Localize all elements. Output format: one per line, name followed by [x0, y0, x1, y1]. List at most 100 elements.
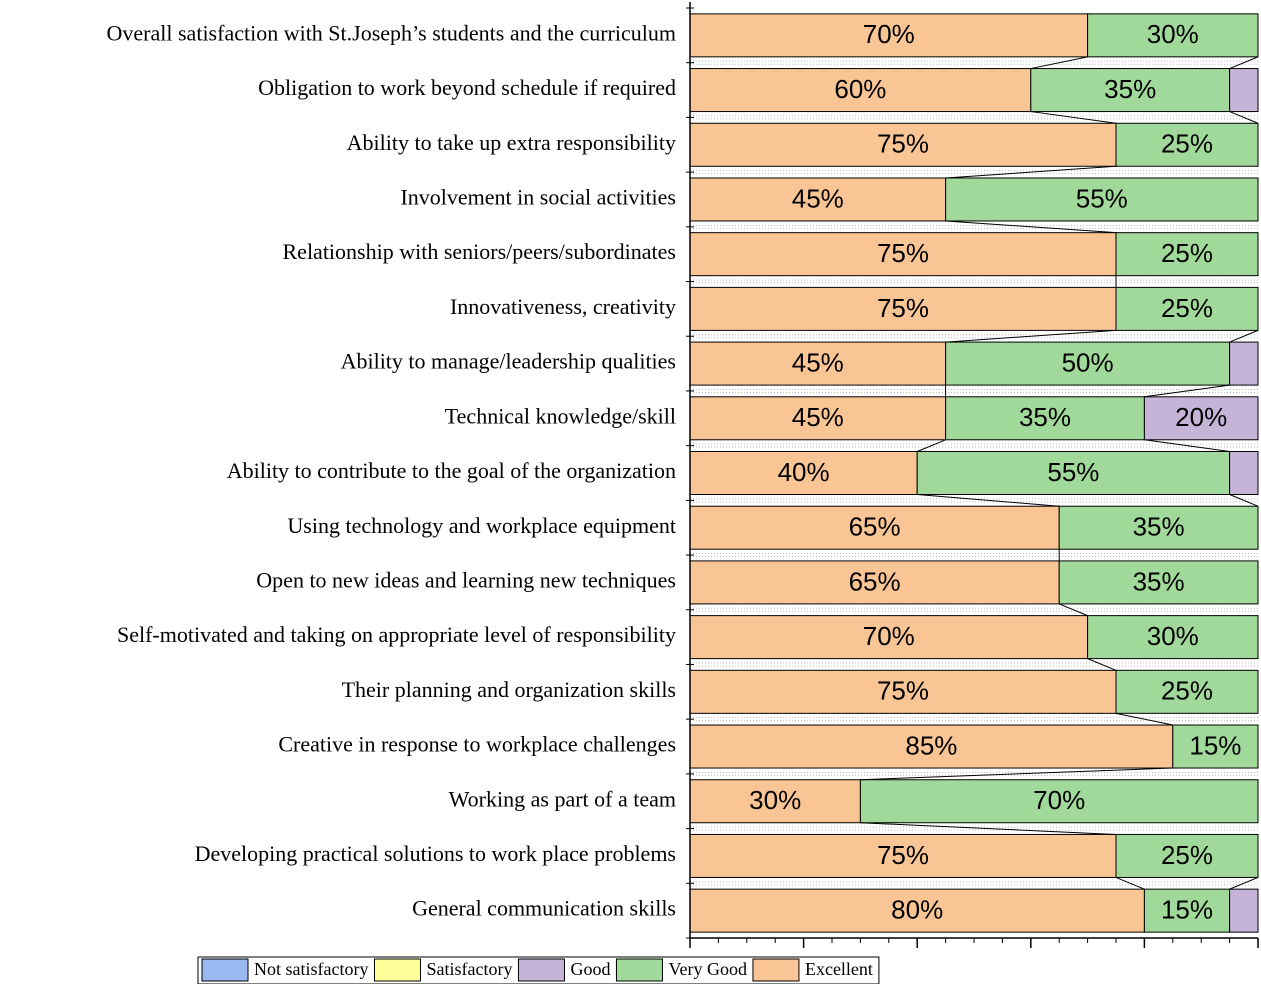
category-label: Their planning and organization skills: [342, 677, 676, 702]
bar-segment: [689, 505, 1060, 550]
category-label: Involvement in social activities: [400, 185, 676, 210]
bar-segment: [859, 779, 1259, 824]
bar-segment: [945, 341, 1231, 386]
series-line: [1229, 111, 1259, 124]
value-label: 70%: [1033, 785, 1085, 815]
category-label: Ability to take up extra responsibility: [347, 130, 676, 155]
legend-label: Satisfactory: [426, 959, 512, 979]
series-line: [1030, 111, 1117, 124]
bar-segment: [1115, 122, 1259, 167]
category-label: Relationship with seniors/peers/subordin…: [283, 239, 677, 264]
series-line: [917, 494, 1060, 507]
value-label: 15%: [1189, 730, 1241, 760]
bar-segment: [689, 560, 1060, 605]
series-line: [1115, 712, 1173, 726]
bar-segment: [1087, 615, 1259, 660]
value-label: 65%: [849, 566, 901, 596]
bar-segment: [1115, 669, 1259, 714]
legend-swatch: [615, 958, 663, 982]
category-label: Open to new ideas and learning new techn…: [256, 567, 676, 592]
value-label: 25%: [1161, 293, 1213, 323]
value-label: 20%: [1175, 402, 1227, 432]
series-line: [917, 439, 946, 452]
value-label: 75%: [877, 676, 929, 706]
value-label: 25%: [1161, 238, 1213, 268]
category-label: Overall satisfaction with St.Joseph’s st…: [107, 20, 676, 45]
value-label: 45%: [792, 183, 844, 213]
category-label: Ability to manage/leadership qualities: [341, 349, 676, 374]
value-label: 75%: [877, 238, 929, 268]
value-label: 35%: [1133, 566, 1185, 596]
legend-label: Excellent: [805, 959, 873, 979]
category-label: Ability to contribute to the goal of the…: [227, 458, 676, 483]
series-line: [945, 220, 1117, 234]
bar-segment: [1087, 13, 1259, 58]
legend: Not satisfactory Satisfactory Good Very Goo…: [197, 956, 880, 984]
bar-segment: [1229, 888, 1259, 933]
value-label: 80%: [891, 895, 943, 925]
category-label: Obligation to work beyond schedule if re…: [258, 75, 676, 100]
category-label: Creative in response to workplace challe…: [278, 732, 676, 757]
series-line: [1229, 329, 1259, 343]
series-line: [1115, 876, 1145, 890]
value-label: 85%: [905, 730, 957, 760]
bar-segment: [689, 341, 947, 386]
bar-segment: [916, 451, 1231, 495]
bar-segment: [689, 177, 947, 222]
bar-segment: [1058, 505, 1259, 550]
bar-segment: [1143, 888, 1231, 933]
series-line: [1059, 603, 1088, 617]
legend-label: Not satisfactory: [254, 959, 368, 979]
value-label: 75%: [877, 840, 929, 870]
legend-swatch: [373, 958, 421, 982]
bar-segment: [1115, 232, 1259, 277]
value-label: 40%: [778, 457, 830, 487]
value-label: 55%: [1047, 457, 1099, 487]
bar-segment: [1058, 560, 1259, 605]
value-label: 45%: [792, 402, 844, 432]
bar-segment: [945, 396, 1145, 441]
value-label: 75%: [877, 129, 929, 159]
series-line: [1144, 384, 1230, 398]
value-label: 70%: [863, 19, 915, 49]
value-label: 70%: [863, 621, 915, 651]
bar-segment: [945, 177, 1259, 222]
bar-segment: [1115, 833, 1259, 878]
legend-label: Very Good: [668, 959, 747, 979]
value-label: 35%: [1019, 402, 1071, 432]
value-label: 30%: [1147, 19, 1199, 49]
bar-segment: [689, 122, 1117, 167]
value-label: 50%: [1062, 347, 1114, 377]
series-line: [860, 767, 1173, 781]
bar-segment: [1030, 68, 1231, 113]
bar-segment: [689, 724, 1174, 769]
bar-segment: [1143, 396, 1259, 441]
category-label: Working as part of a team: [449, 786, 676, 811]
value-label: 15%: [1161, 895, 1213, 925]
series-line: [1030, 56, 1088, 70]
value-label: 75%: [877, 293, 929, 323]
value-label: 25%: [1161, 840, 1213, 870]
bar-segment: [1229, 68, 1259, 113]
series-line: [860, 822, 1117, 835]
legend-label: Good: [570, 959, 610, 979]
legend-swatch: [517, 958, 565, 982]
value-label: 30%: [1147, 621, 1199, 651]
bar-segment: [1229, 341, 1259, 386]
value-label: 55%: [1076, 183, 1128, 213]
legend-swatch: [201, 958, 249, 982]
category-label: Innovativeness, creativity: [450, 294, 676, 319]
series-line: [945, 329, 1117, 343]
category-label: Using technology and workplace equipment: [287, 513, 676, 538]
value-label: 25%: [1161, 676, 1213, 706]
category-label: Self-motivated and taking on appropriate…: [117, 622, 676, 647]
bar-segment: [1115, 286, 1259, 331]
value-label: 30%: [749, 785, 801, 815]
value-label: 45%: [792, 347, 844, 377]
value-label: 65%: [849, 512, 901, 542]
category-label: Developing practical solutions to work p…: [195, 841, 676, 866]
series-line: [1144, 439, 1230, 452]
bar-segment: [689, 13, 1089, 58]
value-label: 60%: [834, 74, 886, 104]
